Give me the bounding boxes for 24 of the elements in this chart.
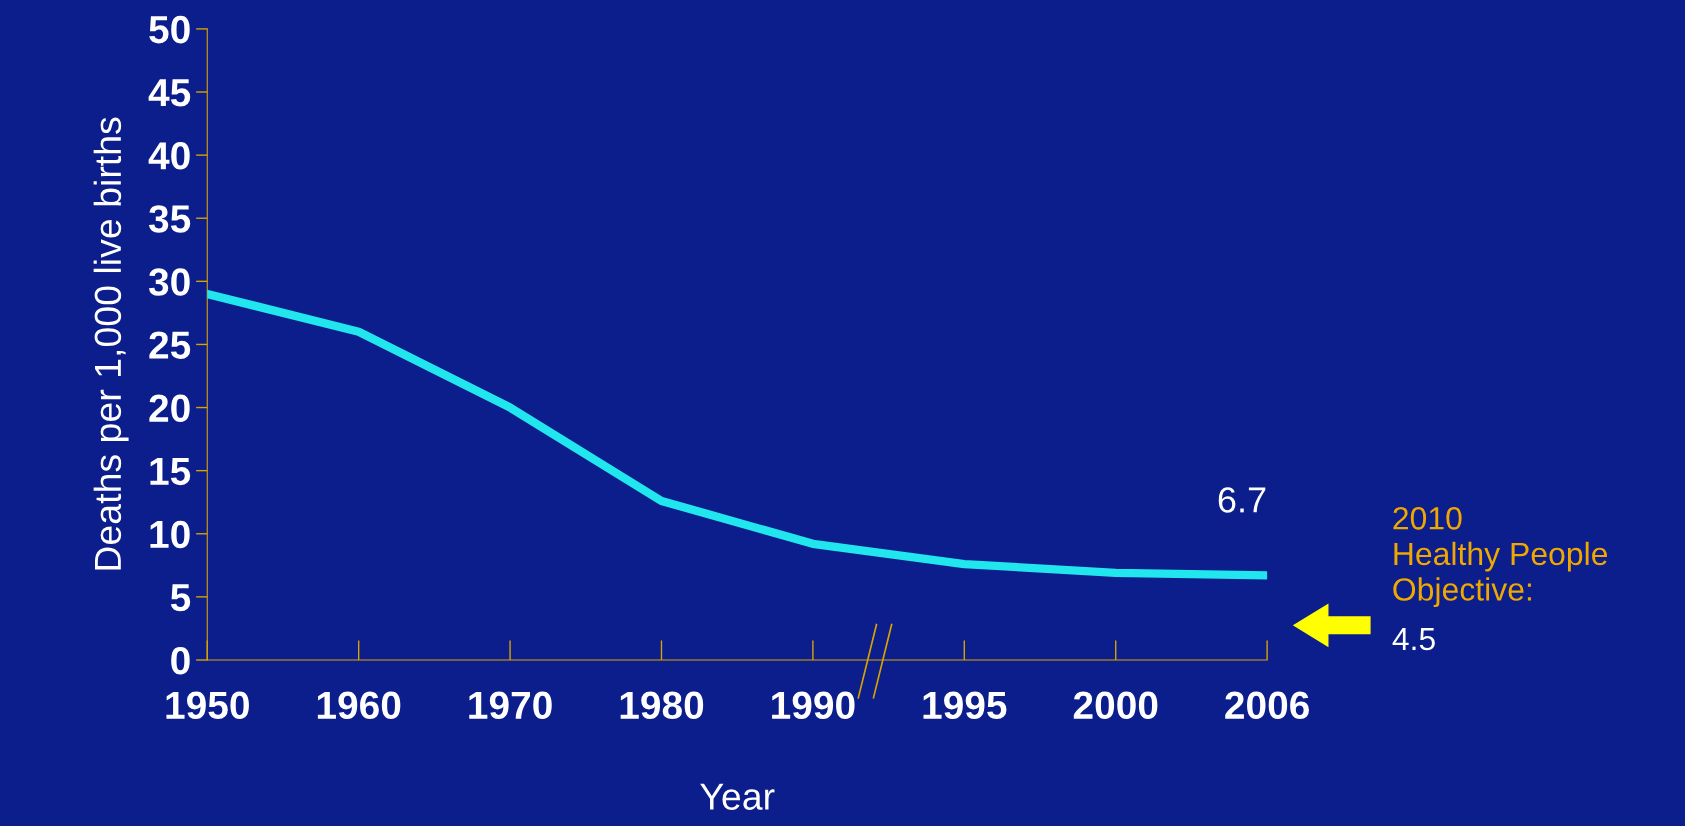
y-tick-label: 50	[149, 15, 190, 44]
x-tick-label: 1980	[620, 691, 704, 720]
y-tick-label: 25	[149, 331, 191, 359]
y-tick-label: 10	[150, 520, 190, 549]
x-tick-label: 1990	[772, 691, 855, 720]
text: 2010 Healthy People Objective:	[1393, 507, 1608, 608]
x-tick-label: 1950	[166, 691, 249, 720]
annotation: 6.7	[1218, 487, 1266, 513]
y-tick-label: 35	[148, 205, 191, 233]
y-tick-label: 20	[149, 394, 190, 423]
x-tick-label: 1970	[469, 691, 552, 720]
text: 4.5	[1392, 628, 1435, 651]
y-tick-label: 30	[148, 268, 190, 296]
y-tick-label: 40	[148, 142, 190, 170]
x-tick-label: 1995	[923, 691, 1007, 720]
x-tick-label: 2006	[1225, 691, 1309, 720]
x-axis-title: Year	[700, 783, 775, 810]
x-tick-label: 1960	[317, 691, 401, 720]
y-tick-label: 45	[148, 79, 191, 107]
y-axis-title: Deaths per 1,000 live births	[93, 117, 129, 570]
y-tick-label: 0	[171, 646, 190, 675]
y-tick-label: 15	[150, 457, 191, 486]
y-tick-label: 5	[170, 584, 191, 612]
x-tick-label: 2000	[1073, 691, 1158, 720]
